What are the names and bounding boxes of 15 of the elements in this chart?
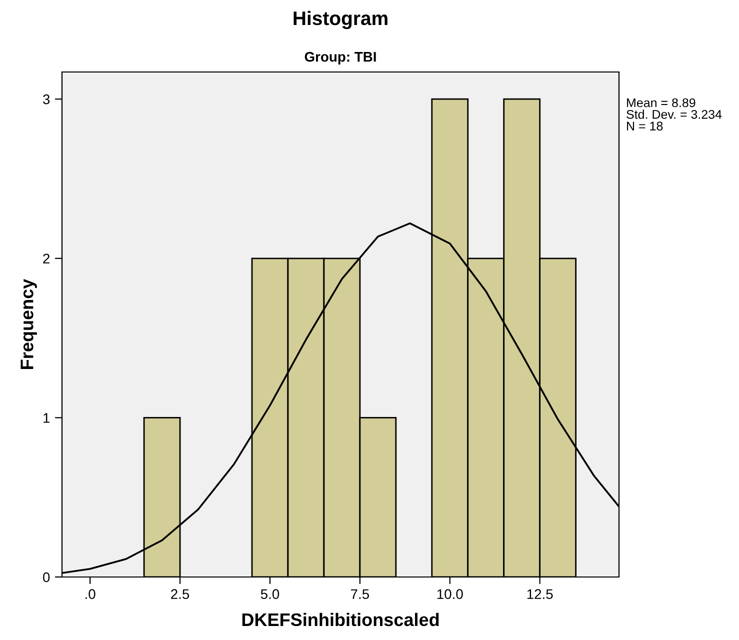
y-tick-label: 3 <box>43 94 50 104</box>
text: Mean = 8.89 Std. Dev. = 3.234 N = 18 <box>626 98 722 130</box>
x-axis-title: DKEFSinhibitionscaled <box>242 612 439 626</box>
x-tick-label: 10.0 <box>437 589 463 600</box>
y-tick-label: 2 <box>43 254 50 264</box>
chart-title: Histogram <box>294 10 388 30</box>
x-tick-label: 5.0 <box>260 589 280 600</box>
x-tick-label: .0 <box>86 589 96 600</box>
chart-subtitle: Group: TBI <box>304 52 376 64</box>
x-tick-label: 12.5 <box>527 589 553 600</box>
y-tick-label: 0 <box>43 572 50 582</box>
x-tick-label: 7.5 <box>350 589 369 600</box>
y-axis-title: Frequency <box>20 278 37 369</box>
y-tick-label: 1 <box>44 413 50 423</box>
x-tick-label: 2.5 <box>171 589 190 600</box>
